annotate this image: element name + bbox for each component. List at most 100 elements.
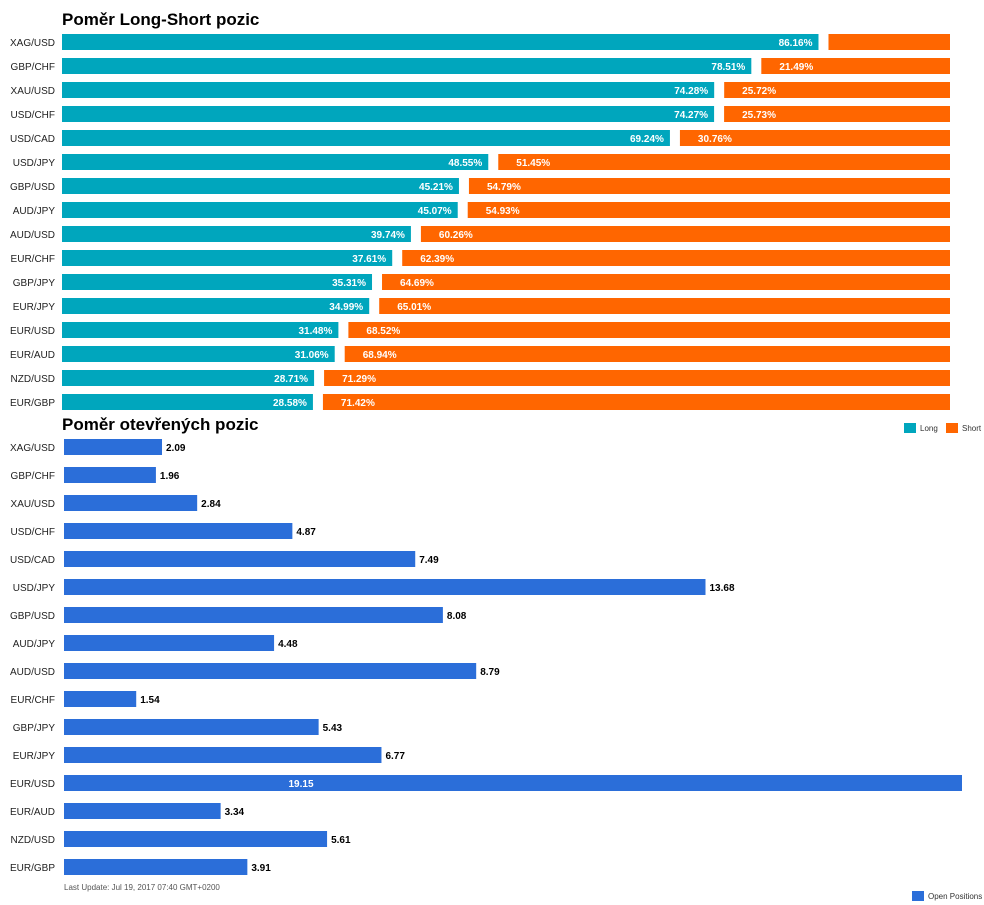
short-bar (724, 106, 950, 122)
open-positions-chart: XAG/USD 2.09 GBP/CHF 1.96 XAU/USD 2.84 USD/CHF… (10, 439, 962, 875)
category-label: EUR/USD (10, 779, 55, 790)
open-positions-value-label: 8.79 (480, 667, 500, 678)
short-value-label: 21.49% (779, 62, 813, 73)
category-label: USD/CHF (11, 110, 55, 121)
open-positions-bar (64, 495, 198, 511)
short-bar (344, 346, 950, 362)
short-value-label: 68.52% (366, 326, 400, 337)
category-label: AUD/JPY (13, 206, 56, 217)
open-positions-bar (64, 691, 137, 707)
short-bar (467, 202, 950, 218)
legend-open-swatch (912, 891, 924, 901)
category-label: USD/CAD (10, 134, 55, 145)
long-bar (62, 82, 715, 98)
short-value-label: 54.93% (486, 206, 520, 217)
legend-open-label: Open Positions (928, 891, 983, 901)
long-bar (62, 106, 715, 122)
open-positions-bar (64, 775, 962, 791)
legend-short-swatch (946, 423, 958, 433)
legend-short-label: Short (962, 423, 982, 433)
category-label: AUD/JPY (13, 639, 56, 650)
legend-short: Short (946, 423, 981, 433)
long-bar (62, 202, 458, 218)
category-label: XAU/USD (11, 499, 55, 510)
long-short-chart-title: Poměr Long-Short pozic (62, 10, 260, 29)
category-label: GBP/JPY (13, 278, 56, 289)
short-bar (324, 370, 950, 386)
long-bar (62, 322, 339, 338)
category-label: AUD/USD (10, 230, 55, 241)
category-label: NZD/USD (11, 835, 55, 846)
open-positions-bar (64, 635, 275, 651)
short-bar (420, 226, 950, 242)
open-positions-value-label: 2.84 (201, 499, 221, 510)
open-positions-value-label: 3.34 (225, 807, 245, 818)
short-value-label: 25.72% (742, 86, 776, 97)
open-positions-bar (64, 607, 443, 623)
short-bar (382, 274, 950, 290)
short-value-label: 30.76% (698, 134, 732, 145)
long-value-label: 78.51% (711, 62, 745, 73)
short-value-label: 51.45% (516, 158, 550, 169)
open-positions-bar (64, 439, 163, 455)
category-label: USD/JPY (13, 158, 56, 169)
open-positions-bar (64, 551, 416, 567)
long-bar (62, 178, 459, 194)
category-label: XAG/USD (10, 443, 55, 454)
short-value-label: 68.94% (363, 350, 397, 361)
open-positions-value-label: 4.48 (278, 639, 298, 650)
long-bar (62, 298, 370, 314)
category-label: EUR/CHF (11, 254, 55, 265)
open-positions-value-label: 7.49 (419, 555, 439, 566)
category-label: AUD/USD (10, 667, 55, 678)
category-label: GBP/USD (10, 182, 55, 193)
short-value-label: 60.26% (439, 230, 473, 241)
category-label: USD/JPY (13, 583, 56, 594)
long-bar (62, 226, 411, 242)
long-value-label: 86.16% (779, 38, 813, 49)
long-value-label: 34.99% (329, 302, 363, 313)
long-bar (62, 34, 819, 50)
short-value-label: 65.01% (397, 302, 431, 313)
short-bar (402, 250, 950, 266)
short-value-label: 64.69% (400, 278, 434, 289)
short-value-label: 71.42% (341, 398, 375, 409)
short-bar (679, 130, 950, 146)
category-label: GBP/CHF (11, 471, 55, 482)
long-bar (62, 274, 373, 290)
short-bar (761, 58, 950, 74)
long-bar (62, 130, 670, 146)
short-value-label: 62.39% (420, 254, 454, 265)
open-positions-bar (64, 803, 221, 819)
open-positions-value-label: 6.77 (385, 751, 405, 762)
long-value-label: 28.71% (274, 374, 308, 385)
category-label: EUR/JPY (13, 751, 56, 762)
short-bar (322, 394, 951, 410)
category-label: EUR/AUD (10, 350, 55, 361)
open-positions-value-label: 3.91 (251, 863, 271, 874)
category-label: EUR/JPY (13, 302, 56, 313)
category-label: XAG/USD (10, 38, 55, 49)
legend-open-positions: Open Positions (912, 891, 982, 901)
last-update-text: Last Update: Jul 19, 2017 07:40 GMT+0200 (64, 883, 220, 892)
long-value-label: 74.28% (674, 86, 708, 97)
open-positions-bar (64, 831, 328, 847)
open-positions-bar (64, 523, 293, 539)
long-bar (62, 346, 335, 362)
long-value-label: 45.07% (418, 206, 452, 217)
legend-long: Long (904, 423, 938, 433)
category-label: EUR/GBP (10, 398, 55, 409)
long-short-chart: XAG/USD 86.16% GBP/CHF 78.51% 21.49% XAU/USD 7… (10, 34, 951, 410)
long-value-label: 48.55% (448, 158, 482, 169)
long-value-label: 35.31% (332, 278, 366, 289)
category-label: EUR/USD (10, 326, 55, 337)
category-label: NZD/USD (11, 374, 55, 385)
long-value-label: 31.06% (295, 350, 329, 361)
long-value-label: 69.24% (630, 134, 664, 145)
open-positions-value-label: 5.61 (331, 835, 351, 846)
open-positions-value-label: 8.08 (447, 611, 467, 622)
legend-long-swatch (904, 423, 916, 433)
category-label: USD/CHF (11, 527, 55, 538)
short-bar (498, 154, 950, 170)
long-value-label: 28.58% (273, 398, 307, 409)
